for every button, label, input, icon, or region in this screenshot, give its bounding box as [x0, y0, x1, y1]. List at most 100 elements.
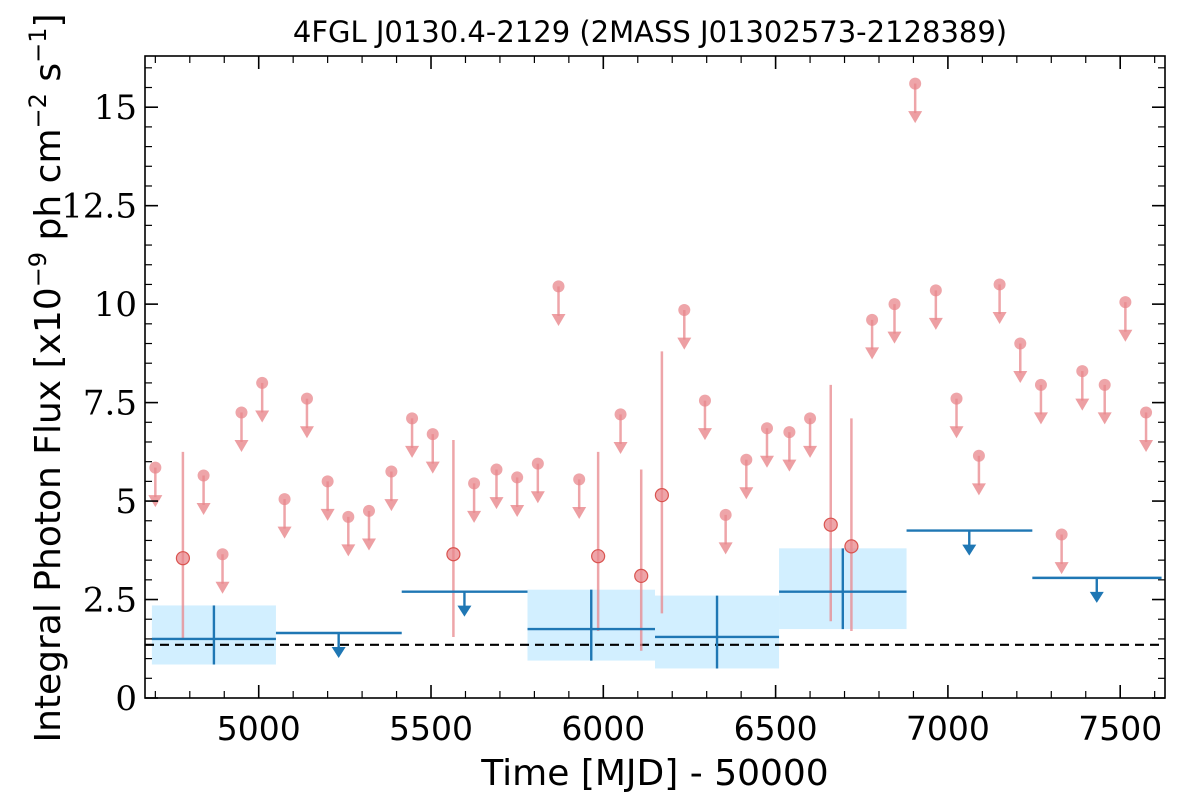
upper-limit-arrow	[739, 487, 754, 500]
upper-limit-point	[950, 392, 963, 405]
upper-limit-arrow	[1075, 398, 1090, 411]
x-tick-label: 7000	[906, 709, 990, 748]
upper-limit-point	[909, 77, 922, 90]
y-tick-label: 7.5	[83, 384, 137, 424]
upper-limit-point	[342, 510, 355, 523]
y-tick-label: 2.5	[83, 581, 137, 621]
y-axis-title-part: s	[28, 63, 69, 93]
plot-frame	[144, 55, 1166, 699]
upper-limit-arrow	[697, 428, 712, 441]
y-axis-title-part: ph cm	[28, 128, 69, 251]
upper-limit-point	[1140, 406, 1153, 419]
upper-limit-arrow	[887, 331, 902, 344]
upper-limit-point	[1076, 365, 1089, 378]
x-tick-label: 6500	[734, 709, 818, 748]
upper-limit-arrow	[572, 506, 587, 519]
upper-limit-arrow	[196, 503, 211, 516]
x-tick-label: 6000	[561, 709, 645, 748]
upper-limit-point	[783, 426, 796, 439]
upper-limit-point	[468, 477, 481, 490]
upper-limit-point	[426, 428, 439, 441]
upper-limit-arrow	[1118, 329, 1133, 342]
upper-limit-arrow	[613, 441, 628, 454]
chart-title: 4FGL J0130.4-2129 (2MASS J01302573-21283…	[293, 15, 1007, 49]
upper-limit-point	[614, 408, 627, 421]
upper-limit-arrow	[277, 526, 292, 539]
upper-limit-arrow	[1097, 412, 1112, 425]
upper-limit-point	[678, 304, 691, 317]
upper-limit-point	[573, 473, 586, 486]
upper-limit-point	[406, 412, 419, 425]
upper-limit-arrow	[489, 497, 504, 510]
upper-limit-point	[972, 449, 985, 462]
upper-limit-point	[804, 412, 817, 425]
upper-limit-arrow	[962, 544, 977, 556]
upper-limit-arrow	[299, 426, 314, 439]
upper-limit-point	[1055, 528, 1068, 541]
upper-limit-arrow	[1033, 412, 1048, 425]
y-axis-title-part: Integral Photon Flux [x10	[28, 287, 69, 742]
upper-limit-arrow	[510, 504, 525, 517]
upper-limit-point	[385, 465, 398, 478]
upper-limit-arrow	[255, 410, 270, 423]
upper-limit-point	[197, 469, 210, 482]
data-marks	[148, 77, 1162, 669]
upper-limit-point	[321, 475, 334, 488]
data-point	[654, 488, 669, 503]
upper-limit-arrow	[971, 483, 986, 496]
data-point	[591, 549, 606, 564]
upper-limit-point	[490, 463, 503, 476]
upper-limit-arrow	[908, 111, 923, 124]
upper-limit-arrow	[949, 426, 964, 439]
y-axis-title-part: −2	[24, 93, 52, 128]
y-axis-title-part: −9	[24, 252, 52, 287]
y-tick-label: 10	[94, 285, 137, 325]
axis-ticks: 5000 5500 6000 6500 7000 7500 0 2.5 5 7.5 10 12.5 15	[61, 56, 1165, 748]
upper-limit-point	[511, 471, 524, 484]
upper-limit-arrow	[759, 455, 774, 468]
upper-limit-point	[698, 394, 711, 407]
upper-limit-arrow	[320, 508, 335, 521]
upper-limit-point	[929, 284, 942, 297]
upper-limit-arrow	[803, 445, 818, 458]
upper-limit-arrow	[234, 439, 249, 452]
data-point	[175, 551, 191, 566]
upper-limit-arrow	[361, 538, 376, 551]
upper-limit-arrow	[782, 459, 797, 472]
upper-limit-arrow	[467, 510, 482, 523]
upper-limit-point	[362, 504, 375, 517]
x-tick-label: 7500	[1078, 709, 1162, 748]
upper-limit-arrow	[928, 317, 943, 330]
upper-limit-arrow	[425, 461, 440, 474]
upper-limit-point	[719, 508, 732, 521]
upper-limit-arrow	[457, 605, 472, 617]
upper-limit-arrow	[341, 544, 356, 557]
y-axis-title-part: ]	[28, 13, 69, 27]
upper-limit-point	[866, 313, 879, 326]
y-tick-label: 5	[115, 482, 137, 522]
upper-limit-point	[888, 298, 901, 311]
x-tick-label: 5000	[217, 709, 301, 748]
x-axis-title: Time [MJD] - 50000	[480, 753, 828, 794]
confidence-bands	[151, 548, 907, 669]
upper-limit-point	[531, 457, 544, 470]
y-axis-title: Integral Photon Flux [x10−9 ph cm−2 s−1]	[24, 13, 69, 742]
upper-limit-arrow	[215, 581, 230, 594]
data-point	[634, 568, 649, 584]
data-point	[844, 539, 859, 554]
upper-limit-point	[993, 278, 1006, 291]
y-tick-label: 12.5	[61, 187, 137, 227]
upper-limit-point	[235, 406, 248, 419]
upper-limit-arrow	[331, 647, 346, 659]
y-tick-label: 0	[115, 679, 137, 719]
y-tick-label: 15	[94, 88, 137, 128]
upper-limit-point	[552, 280, 565, 293]
y-axis-title-part: −1	[24, 28, 52, 63]
upper-limit-point	[216, 548, 229, 561]
upper-limit-point	[760, 422, 773, 435]
upper-limit-arrow	[551, 313, 566, 326]
upper-limit-arrow	[530, 491, 545, 504]
upper-limit-arrow	[1013, 371, 1028, 384]
